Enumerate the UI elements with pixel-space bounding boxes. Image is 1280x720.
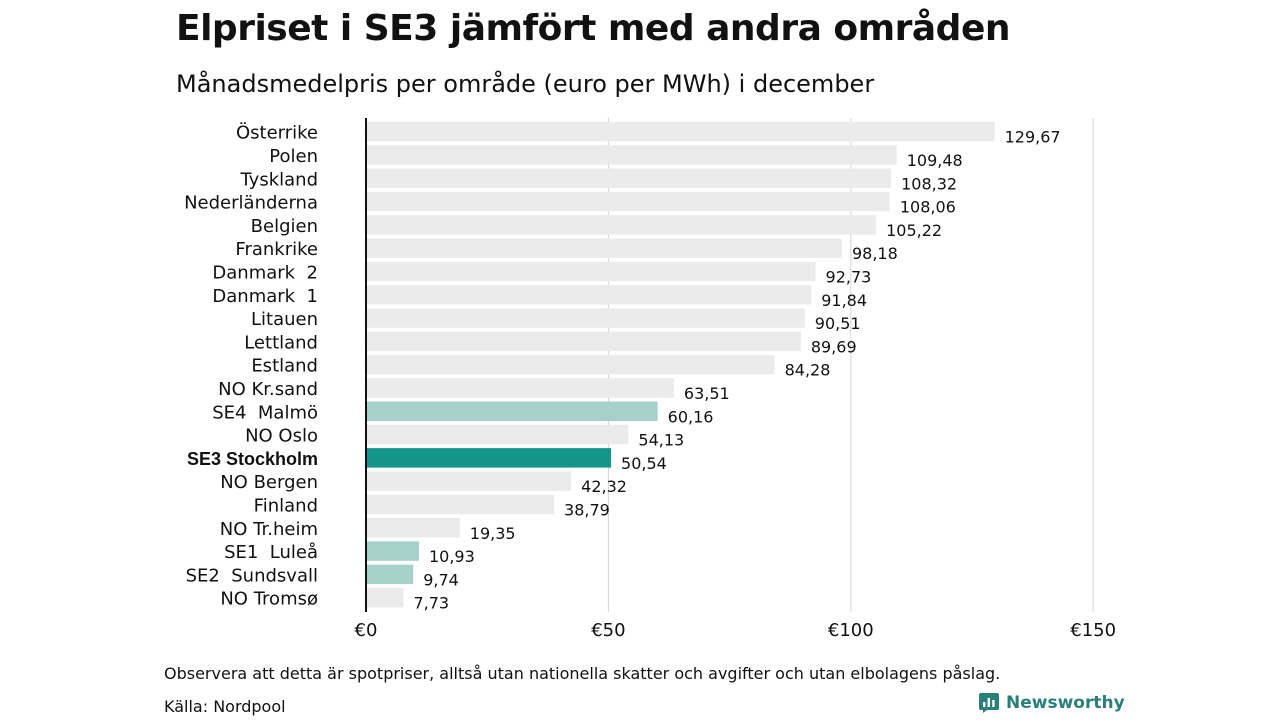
bar [366, 587, 404, 608]
bar [366, 238, 842, 258]
category-label: NO Tr.heim [220, 519, 318, 540]
bar [366, 378, 674, 398]
bar [366, 215, 877, 235]
data-label: 108,32 [901, 174, 957, 193]
category-label: SE4 Malmö [212, 402, 318, 423]
data-label: 89,69 [811, 337, 857, 356]
category-label: Polen [269, 146, 318, 167]
bar [366, 518, 460, 538]
bar [366, 354, 775, 375]
data-label: 105,22 [886, 221, 942, 240]
x-tick-label: €100 [828, 620, 874, 641]
bar [366, 541, 419, 561]
data-label: 109,48 [907, 151, 963, 170]
category-label: Frankrike [235, 239, 318, 260]
bar [366, 191, 890, 212]
bar [366, 331, 801, 352]
data-label: 38,79 [564, 500, 610, 519]
category-label: Finland [254, 495, 318, 516]
brand-logo: Newsworthy [978, 692, 1125, 714]
category-label: SE1 Luleå [224, 542, 318, 563]
data-label: 54,13 [638, 431, 684, 450]
bar [366, 168, 892, 188]
chart-title: Elpriset i SE3 jämfört med andra områden [176, 8, 1011, 49]
category-label: Danmark 2 [212, 262, 318, 283]
x-tick-label: €50 [591, 620, 625, 641]
bar [366, 448, 612, 468]
bar [366, 145, 897, 165]
data-label: 108,06 [900, 198, 956, 217]
data-label: 42,32 [581, 477, 627, 496]
category-label: NO Kr.sand [218, 379, 318, 400]
data-label: 19,35 [470, 524, 516, 543]
bar [366, 494, 555, 515]
data-label: 90,51 [815, 314, 861, 333]
category-label: Belgien [251, 216, 318, 237]
data-label: 91,84 [821, 291, 867, 310]
source-text: Källa: Nordpool [164, 697, 286, 716]
bar [366, 121, 995, 142]
category-label: SE3 Stockholm [187, 449, 318, 469]
category-label: Danmark 1 [212, 286, 318, 307]
data-label: 129,67 [1005, 128, 1061, 147]
chart-subtitle: Månadsmedelpris per område (euro per MWh… [176, 70, 875, 98]
bar [366, 424, 629, 445]
bar [366, 564, 414, 585]
x-tick-label: €150 [1070, 620, 1116, 641]
bar [366, 308, 805, 328]
data-label: 60,16 [668, 407, 714, 426]
category-label: Tyskland [239, 169, 318, 190]
data-label: 9,74 [423, 570, 459, 589]
brand-name: Newsworthy [1006, 693, 1125, 713]
data-label: 7,73 [413, 594, 449, 613]
data-label: 63,51 [684, 384, 730, 403]
data-label: 92,73 [826, 267, 872, 286]
data-label: 84,28 [785, 361, 831, 380]
category-label: SE2 Sundsvall [186, 565, 318, 586]
data-label: 10,93 [429, 547, 475, 566]
bar [366, 285, 812, 305]
category-label: Estland [251, 356, 318, 377]
category-label: NO Bergen [220, 472, 318, 493]
category-label: NO Tromsø [220, 589, 318, 610]
category-label: NO Oslo [245, 426, 318, 447]
category-label: Lettland [244, 332, 318, 353]
x-tick-label: €0 [355, 620, 378, 641]
category-label: Österrike [236, 122, 318, 144]
bar [366, 261, 816, 282]
data-label: 98,18 [852, 244, 898, 263]
category-label: Nederländerna [184, 193, 318, 214]
bar [366, 401, 658, 421]
category-label: Litauen [251, 309, 318, 330]
data-label: 50,54 [621, 454, 667, 473]
bar [366, 471, 572, 491]
footnote: Observera att detta är spotpriser, allts… [164, 664, 1001, 683]
newsworthy-icon [979, 693, 999, 713]
